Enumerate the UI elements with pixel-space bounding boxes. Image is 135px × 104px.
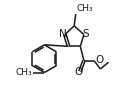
Text: O: O — [75, 67, 83, 77]
Text: S: S — [83, 29, 90, 39]
Text: O: O — [95, 55, 104, 65]
Text: N: N — [59, 29, 67, 39]
Text: CH₃: CH₃ — [77, 4, 93, 13]
Text: CH₃: CH₃ — [15, 68, 32, 77]
